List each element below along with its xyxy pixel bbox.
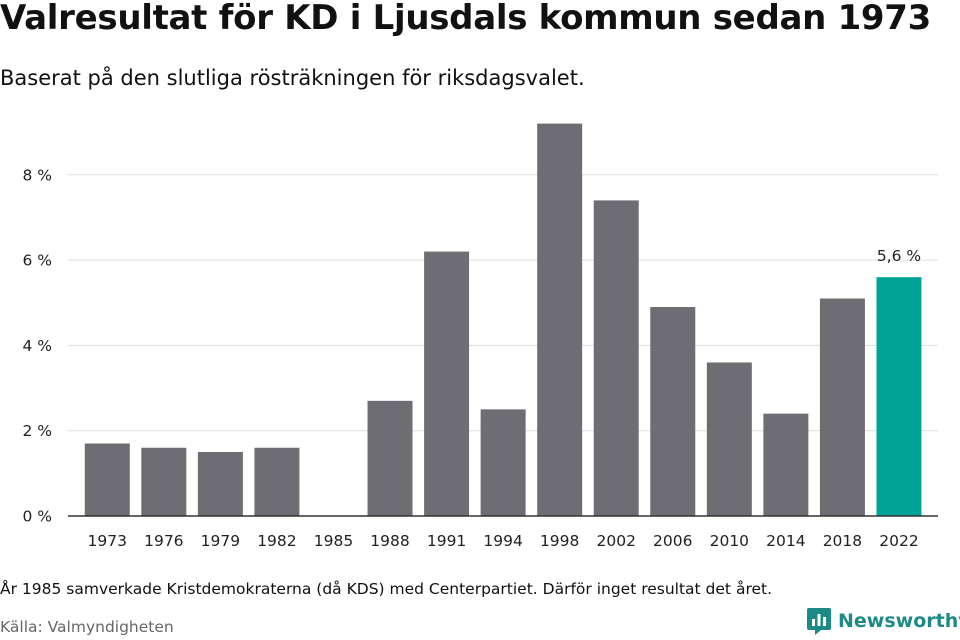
x-tick-label: 1991: [427, 532, 466, 550]
newsworthy-logo-icon: [807, 608, 831, 635]
bar-2010: [706, 362, 752, 516]
x-tick-label: 1982: [257, 532, 296, 550]
x-tick-label: 2018: [823, 532, 862, 550]
x-tick-label: 1985: [314, 532, 353, 550]
bar-1994: [480, 409, 526, 516]
y-tick-label: 4 %: [22, 337, 52, 355]
footnote: År 1985 samverkade Kristdemokraterna (då…: [0, 580, 773, 598]
bar-2002: [593, 200, 639, 516]
x-axis-tick-labels: 1973 1976 1979 1982 1985 1988 1991 1994 1998 2002…: [88, 532, 919, 550]
bar-1991: [424, 251, 470, 516]
source-credit: Källa: Valmyndigheten: [0, 618, 174, 636]
bar-1973: [84, 443, 130, 516]
brand-name: Newsworthy: [838, 610, 960, 632]
bar-2014: [763, 413, 809, 516]
bar-1982: [254, 447, 300, 516]
x-tick-label: 1994: [483, 532, 522, 550]
bar-1988: [367, 400, 413, 516]
x-tick-label: 1988: [370, 532, 409, 550]
bar-1979: [197, 452, 243, 516]
brand-logo: Newsworthy: [806, 606, 960, 636]
bar-2018: [819, 298, 865, 516]
chart-subtitle: Baserat på den slutliga rösträkningen fö…: [0, 66, 585, 90]
x-tick-label: 2006: [653, 532, 692, 550]
y-axis-tick-labels: 0 % 2 % 4 % 6 % 8 %: [22, 166, 52, 525]
y-tick-label: 6 %: [22, 252, 52, 270]
x-tick-label: 2014: [766, 532, 805, 550]
bar-2022: [876, 277, 922, 516]
bar-2006: [650, 307, 696, 516]
x-tick-label: 1998: [540, 532, 579, 550]
chart-title: Valresultat för KD i Ljusdals kommun sed…: [0, 0, 931, 38]
data-label: 5,6 %: [877, 247, 921, 265]
bar-1976: [141, 447, 187, 516]
x-tick-label: 2010: [710, 532, 749, 550]
y-tick-label: 8 %: [22, 166, 52, 184]
bars: [84, 123, 922, 517]
bar-1998: [537, 123, 583, 517]
y-tick-label: 0 %: [22, 508, 52, 526]
gridlines: [68, 174, 938, 432]
x-tick-label: 1979: [201, 532, 240, 550]
x-tick-label: 2022: [879, 532, 918, 550]
y-tick-label: 2 %: [22, 422, 52, 440]
x-tick-label: 1973: [88, 532, 127, 550]
x-tick-label: 1976: [144, 532, 183, 550]
x-tick-label: 2002: [596, 532, 635, 550]
data-labels: 5,6 %: [877, 247, 921, 265]
